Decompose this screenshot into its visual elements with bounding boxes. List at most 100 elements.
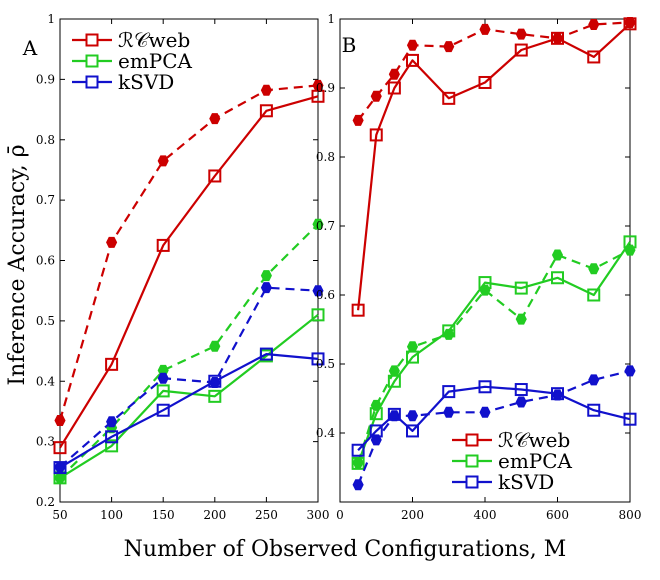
data-point-square-web-b: [551, 31, 564, 45]
data-point-filled-ksvd-b: [588, 374, 600, 386]
data-point-filled-ksvd-b: [443, 406, 455, 418]
x-tick-label-a: 200: [203, 508, 226, 522]
data-point-filled-empca-b: [388, 365, 400, 377]
panel-label-a: A: [22, 36, 38, 60]
data-point-square-empca-a: [105, 439, 119, 453]
y-tick-label-a: 1: [47, 12, 55, 26]
legend-label-a: kSVD: [118, 70, 174, 94]
data-point-filled-ksvd-b: [515, 396, 527, 408]
y-tick-label-a: 0.2: [36, 495, 55, 509]
data-point-square-ksvd-b: [478, 380, 492, 394]
x-tick-label-a: 300: [307, 508, 330, 522]
x-axis-title: Number of Observed Configurations, M: [124, 537, 567, 562]
data-point-square-ksvd-a: [259, 347, 273, 361]
data-point-square-web-a: [208, 169, 222, 183]
x-tick-label-a: 150: [152, 508, 175, 522]
y-tick-label-a: 0.9: [36, 72, 55, 86]
data-point-square-empca-b: [623, 235, 637, 249]
x-tick-label-a: 100: [100, 508, 123, 522]
data-point-filled-empca-b: [406, 341, 419, 353]
data-point-filled-web-a: [157, 155, 169, 167]
data-point-filled-web-b: [388, 68, 400, 80]
series-line-web-solid-a: [59, 95, 319, 449]
data-point-square-empca-b: [551, 271, 564, 285]
x-tick-label-b: 400: [474, 508, 497, 522]
data-point-square-empca-b: [369, 407, 383, 421]
data-point-square-web-b: [351, 303, 365, 317]
y-axis-title: Inference Accuracy, ρ̄: [5, 144, 30, 385]
y-tick-label-a: 0.6: [36, 254, 55, 268]
data-point-square-empca-b: [406, 350, 419, 364]
legend-swatch-marker-a: [85, 75, 99, 89]
x-tick-label-b: 200: [401, 508, 424, 522]
plot-frame-a: [59, 18, 319, 503]
y-tick-label-b: 0.8: [316, 150, 335, 164]
data-point-square-web-a: [156, 238, 170, 252]
data-point-square-ksvd-b: [551, 387, 564, 401]
x-tick-label-b: 0: [336, 508, 344, 522]
y-tick-label-b: 0.7: [316, 219, 335, 233]
panel-label-b: B: [342, 33, 357, 57]
series-line-empca-dashed-b: [357, 249, 631, 464]
data-point-square-ksvd-a: [208, 374, 222, 388]
y-tick-label-b: 1: [327, 12, 335, 26]
x-tick-label-a: 250: [255, 508, 278, 522]
x-tick-label-b: 800: [619, 508, 642, 522]
data-point-filled-ksvd-a: [157, 372, 169, 384]
y-tick-label-a: 0.7: [36, 193, 55, 207]
data-point-square-empca-b: [387, 374, 401, 388]
data-point-filled-ksvd-a: [312, 285, 324, 297]
legend-swatch-marker-b: [465, 454, 479, 468]
legend-swatch-marker-a: [85, 54, 99, 68]
data-point-square-ksvd-a: [311, 352, 325, 366]
data-point-square-web-b: [387, 81, 401, 95]
data-point-square-web-b: [623, 17, 637, 31]
legend-label-a: emPCA: [118, 49, 193, 73]
series-line-ksvd-dashed-a: [59, 286, 319, 468]
data-point-filled-web-b: [479, 23, 491, 35]
y-tick-label-b: 0.9: [316, 81, 335, 95]
data-point-filled-web-a: [106, 236, 118, 248]
data-point-square-web-b: [478, 75, 492, 89]
data-point-square-ksvd-b: [351, 443, 365, 457]
series-line-ksvd-solid-a: [59, 353, 319, 469]
series-line-ksvd-dashed-b: [357, 369, 631, 486]
data-point-filled-empca-a: [260, 270, 272, 282]
data-point-square-web-a: [105, 357, 119, 371]
series-line-empca-solid-b: [357, 241, 631, 464]
data-point-filled-ksvd-b: [406, 410, 419, 422]
data-point-square-web-a: [259, 104, 273, 118]
data-point-square-empca-b: [351, 456, 365, 470]
series-line-web-solid-b: [357, 22, 631, 311]
data-point-square-web-b: [406, 53, 419, 67]
data-point-filled-empca-b: [588, 263, 600, 275]
data-point-square-empca-a: [156, 384, 170, 398]
data-point-square-empca-b: [478, 276, 492, 290]
series-line-empca-solid-a: [59, 313, 319, 479]
data-point-square-web-b: [587, 50, 601, 64]
y-tick-label-b: 0.5: [316, 357, 335, 371]
data-point-square-ksvd-b: [406, 424, 419, 438]
data-point-filled-web-b: [406, 39, 419, 51]
legend-label-b: ℛ𝒞web: [498, 428, 570, 452]
data-point-square-ksvd-b: [587, 403, 601, 417]
data-point-square-ksvd-a: [105, 430, 119, 444]
series-line-web-dashed-a: [58, 84, 319, 421]
data-point-square-ksvd-b: [387, 407, 401, 421]
data-point-square-empca-b: [514, 281, 528, 295]
data-point-square-ksvd-a: [156, 403, 170, 417]
panel-b: 0.4 0.5 0.6 0.7 0.8 0.9 1 0 200 400 600 800 B ℛ𝒞webem…: [316, 12, 642, 522]
data-point-square-ksvd-b: [442, 385, 456, 399]
data-point-square-ksvd-b: [514, 383, 528, 397]
data-point-square-web-a: [311, 89, 325, 103]
data-point-square-web-a: [53, 441, 67, 455]
data-point-filled-ksvd-a: [106, 416, 118, 428]
data-point-square-empca-a: [208, 389, 222, 403]
legend-swatch-marker-a: [85, 33, 99, 47]
legend-swatch-marker-b: [465, 433, 479, 447]
legend-label-b: emPCA: [498, 449, 573, 473]
data-point-square-empca-b: [587, 288, 601, 302]
data-point-filled-web-b: [515, 28, 527, 40]
data-point-filled-empca-a: [312, 218, 324, 230]
